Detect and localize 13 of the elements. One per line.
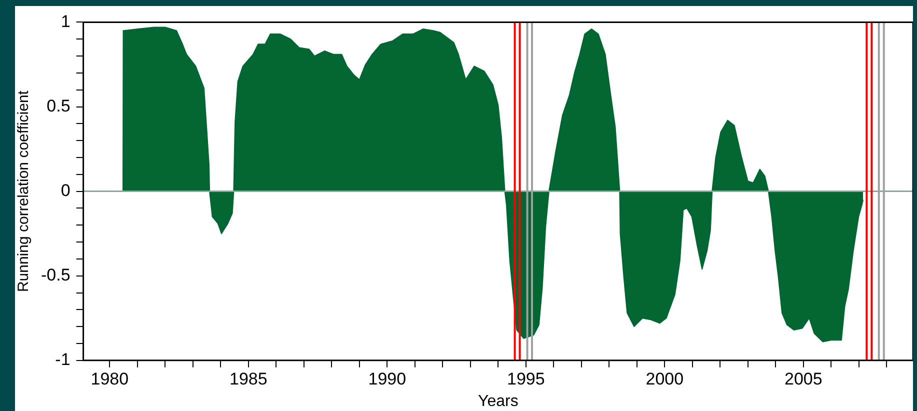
x-tick-label: 1990: [368, 369, 406, 388]
y-axis-title: Running correlation coefficient: [15, 90, 32, 292]
x-axis-title: Years: [478, 392, 518, 410]
y-tick-label: -0.5: [40, 266, 70, 285]
x-tick-label: 2000: [646, 369, 684, 388]
y-tick-label: -1: [55, 350, 70, 370]
x-tick-label: 1985: [229, 369, 268, 388]
y-tick-label: 0: [60, 180, 70, 200]
x-tick-label: 2005: [784, 369, 822, 388]
x-tick-label: 1980: [90, 369, 129, 388]
y-tick-label: 0.5: [46, 96, 70, 116]
y-tick-label: 1: [60, 12, 70, 31]
x-tick-label: 1995: [506, 369, 545, 388]
